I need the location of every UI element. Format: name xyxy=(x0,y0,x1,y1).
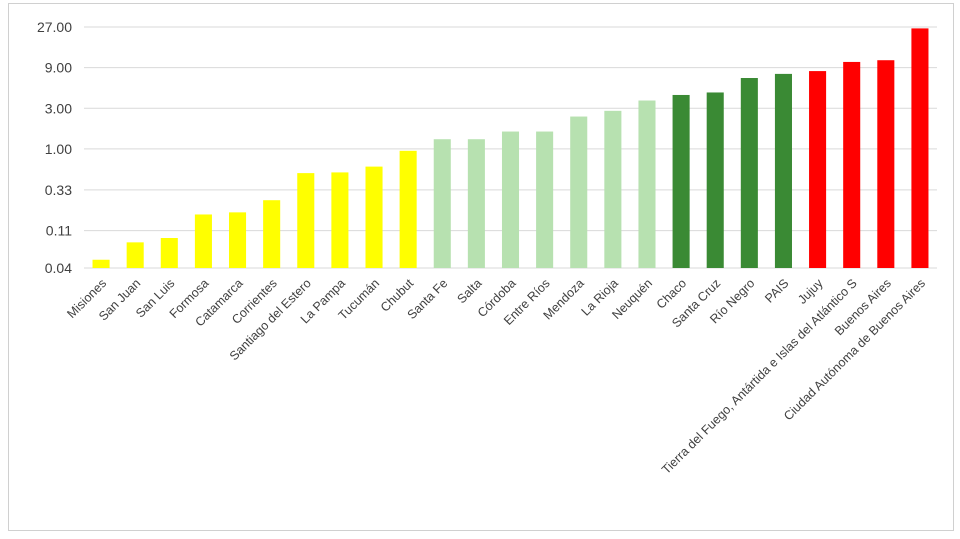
bar xyxy=(331,172,349,268)
bar xyxy=(638,100,656,269)
bar xyxy=(194,214,212,268)
y-axis-tick-labels: 0.04 0.11 0.33 1.00 3.00 9.00 27.00 xyxy=(37,19,72,276)
bars xyxy=(92,28,929,269)
bar xyxy=(365,166,383,268)
bar xyxy=(774,73,792,268)
y-tick-label: 1.00 xyxy=(45,141,72,157)
bar xyxy=(809,71,827,268)
bar xyxy=(399,150,417,268)
bar xyxy=(297,173,315,268)
bar xyxy=(740,78,758,268)
bar xyxy=(672,94,690,269)
bar xyxy=(126,242,144,268)
bar xyxy=(263,200,281,268)
bar xyxy=(433,139,451,268)
gridlines xyxy=(84,26,937,269)
y-tick-label: 3.00 xyxy=(45,100,72,116)
y-tick-label: 0.04 xyxy=(45,260,72,276)
bar xyxy=(877,60,895,268)
y-tick-label: 9.00 xyxy=(45,60,72,76)
bar xyxy=(843,61,861,269)
bar xyxy=(604,110,622,268)
y-tick-label: 0.11 xyxy=(46,223,72,239)
bar xyxy=(570,116,588,268)
bar xyxy=(501,131,520,268)
bar xyxy=(706,92,724,269)
bar xyxy=(160,238,178,268)
bar xyxy=(229,212,247,268)
bar xyxy=(467,139,485,268)
bar xyxy=(911,28,929,269)
y-tick-label: 27.00 xyxy=(37,19,72,35)
bar xyxy=(536,131,554,268)
bar xyxy=(92,259,110,268)
y-tick-label: 0.33 xyxy=(45,182,72,198)
